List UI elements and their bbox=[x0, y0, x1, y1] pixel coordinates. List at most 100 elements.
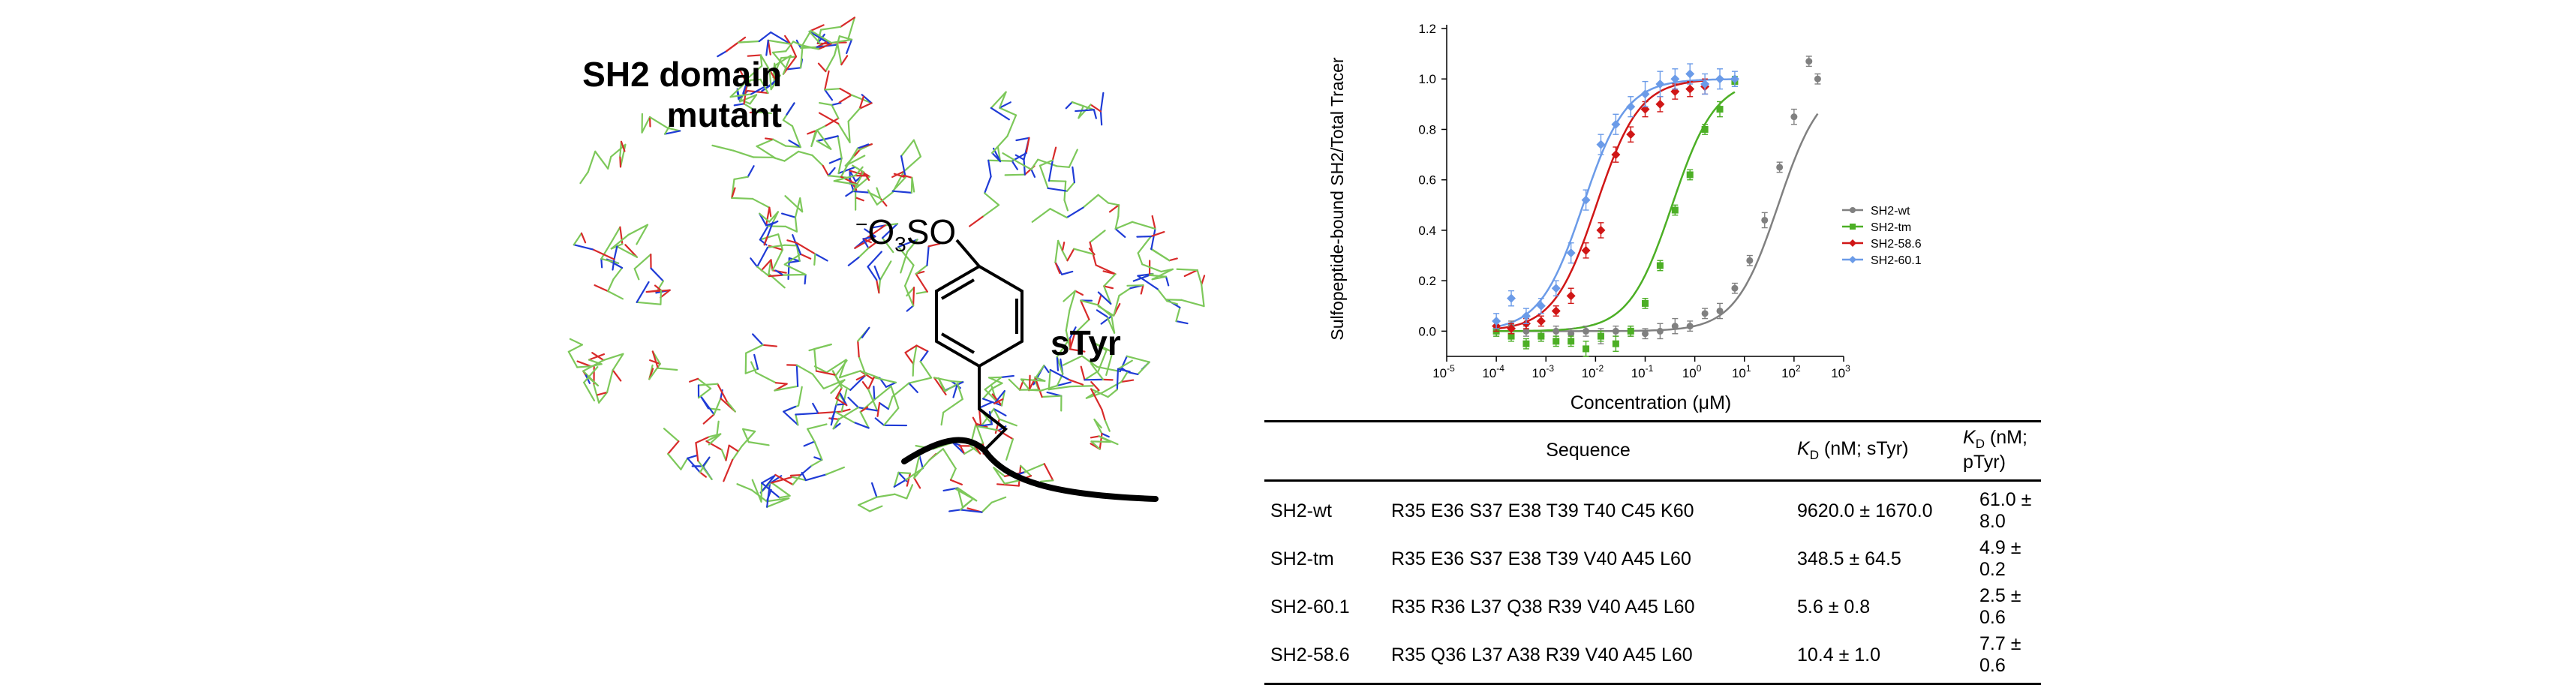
data-point bbox=[1626, 102, 1635, 111]
side-bond-segment bbox=[690, 379, 698, 382]
bond-segment bbox=[951, 381, 963, 382]
data-point bbox=[1642, 330, 1649, 337]
bond-segment bbox=[706, 441, 721, 449]
bond-segment bbox=[608, 291, 623, 299]
data-point bbox=[1582, 246, 1591, 255]
bond-segment bbox=[703, 458, 710, 467]
bond-segment bbox=[1041, 480, 1053, 482]
bond-segment bbox=[806, 474, 826, 480]
side-bond-segment bbox=[1029, 376, 1030, 390]
data-point bbox=[1522, 341, 1529, 347]
bond-segment bbox=[978, 426, 999, 430]
side-bond-segment bbox=[791, 45, 796, 56]
bond-segment bbox=[1084, 195, 1099, 208]
side-bond-segment bbox=[1031, 170, 1035, 177]
side-bond-segment bbox=[582, 233, 585, 242]
row-name: SH2-60.1 bbox=[1264, 583, 1385, 631]
fit-curve bbox=[1496, 114, 1817, 332]
bond-segment bbox=[846, 149, 858, 167]
bond-segment bbox=[1049, 181, 1066, 182]
bond-segment bbox=[858, 497, 876, 505]
side-bond-segment bbox=[840, 95, 852, 103]
bond-segment bbox=[612, 227, 620, 242]
side-bond-segment bbox=[831, 103, 840, 105]
bond-segment bbox=[1072, 167, 1075, 182]
header-kd-pty-k: K bbox=[1963, 427, 1976, 448]
data-point bbox=[1685, 85, 1694, 94]
bond-segment bbox=[1177, 269, 1198, 270]
side-bond-segment bbox=[819, 64, 825, 71]
table-row: SH2-tm R35 E36 S37 E38 T39 V40 A45 L60 3… bbox=[1264, 535, 2041, 583]
bond-segment bbox=[738, 41, 759, 43]
bond-segment bbox=[757, 140, 774, 146]
side-bond-segment bbox=[829, 418, 839, 419]
bond-segment bbox=[1065, 200, 1068, 211]
bond-segment bbox=[916, 346, 927, 352]
bond-segment bbox=[734, 151, 754, 158]
side-bond-segment bbox=[830, 158, 842, 164]
bond-segment bbox=[766, 208, 769, 226]
side-bond-segment bbox=[906, 354, 913, 365]
bond-segment bbox=[819, 103, 831, 105]
bond-segment bbox=[1050, 209, 1066, 218]
bond-segment bbox=[584, 383, 594, 401]
bond-segment bbox=[738, 484, 752, 490]
bond-segment bbox=[874, 386, 891, 400]
bond-segment bbox=[921, 362, 932, 378]
side-bond-segment bbox=[1153, 216, 1156, 229]
bond-segment bbox=[1091, 441, 1110, 442]
bond-segment bbox=[762, 483, 780, 498]
bond-segment bbox=[905, 266, 913, 287]
data-point bbox=[1687, 171, 1694, 178]
data-point bbox=[1685, 70, 1694, 79]
bond-segment bbox=[1048, 188, 1067, 191]
bond-segment bbox=[754, 355, 758, 369]
bond-segment bbox=[1042, 396, 1062, 397]
bond-segment bbox=[785, 152, 799, 161]
bond-segment bbox=[746, 345, 762, 353]
bond-segment bbox=[696, 443, 698, 461]
bond-segment bbox=[1142, 264, 1161, 272]
bond-segment bbox=[1132, 222, 1156, 229]
side-bond-segment bbox=[1102, 434, 1109, 437]
bond-segment bbox=[1029, 390, 1041, 391]
bond-segment bbox=[868, 389, 877, 410]
bond-segment bbox=[814, 254, 815, 264]
y-axis-label: Sulfopeptide-bound SH2/Total Tracer bbox=[1327, 57, 1347, 341]
data-point bbox=[1715, 74, 1724, 83]
side-bond-segment bbox=[805, 275, 806, 284]
data-point bbox=[1805, 58, 1812, 65]
row-name: SH2-tm bbox=[1264, 535, 1385, 583]
y-tick-label: 0.0 bbox=[1418, 324, 1436, 338]
bond-segment bbox=[732, 198, 753, 199]
bond-segment bbox=[1084, 371, 1098, 380]
bond-segment bbox=[984, 193, 999, 205]
row-sequence: R35 R36 L37 Q38 R39 V40 A45 L60 bbox=[1385, 583, 1791, 631]
bond-segment bbox=[658, 368, 677, 370]
bond-segment bbox=[699, 384, 717, 386]
bond-segment bbox=[601, 259, 618, 263]
header-kd-sty-rest: (nM; sTyr) bbox=[1819, 438, 1908, 459]
bond-segment bbox=[849, 109, 860, 122]
bond-segment bbox=[982, 503, 992, 512]
data-point bbox=[1657, 262, 1664, 269]
side-bond-segment bbox=[765, 138, 773, 139]
bond-segment bbox=[614, 268, 623, 279]
legend-marker bbox=[1849, 239, 1856, 247]
bond-segment bbox=[1025, 464, 1045, 472]
bond-segment bbox=[595, 152, 608, 169]
bond-segment bbox=[795, 218, 797, 232]
protein-label: SH2 domain mutant bbox=[564, 54, 782, 135]
side-bond-segment bbox=[863, 382, 868, 389]
side-bond-segment bbox=[801, 254, 810, 259]
bond-segment bbox=[811, 460, 822, 466]
legend-marker bbox=[1850, 224, 1856, 230]
bond-segment bbox=[1138, 362, 1149, 374]
side-bond-segment bbox=[700, 472, 706, 476]
residue-label: sTyr bbox=[1051, 323, 1121, 363]
data-point bbox=[1642, 300, 1649, 307]
side-bond-segment bbox=[1141, 285, 1144, 293]
bond-segment bbox=[992, 497, 1005, 503]
bond-segment bbox=[893, 191, 912, 193]
